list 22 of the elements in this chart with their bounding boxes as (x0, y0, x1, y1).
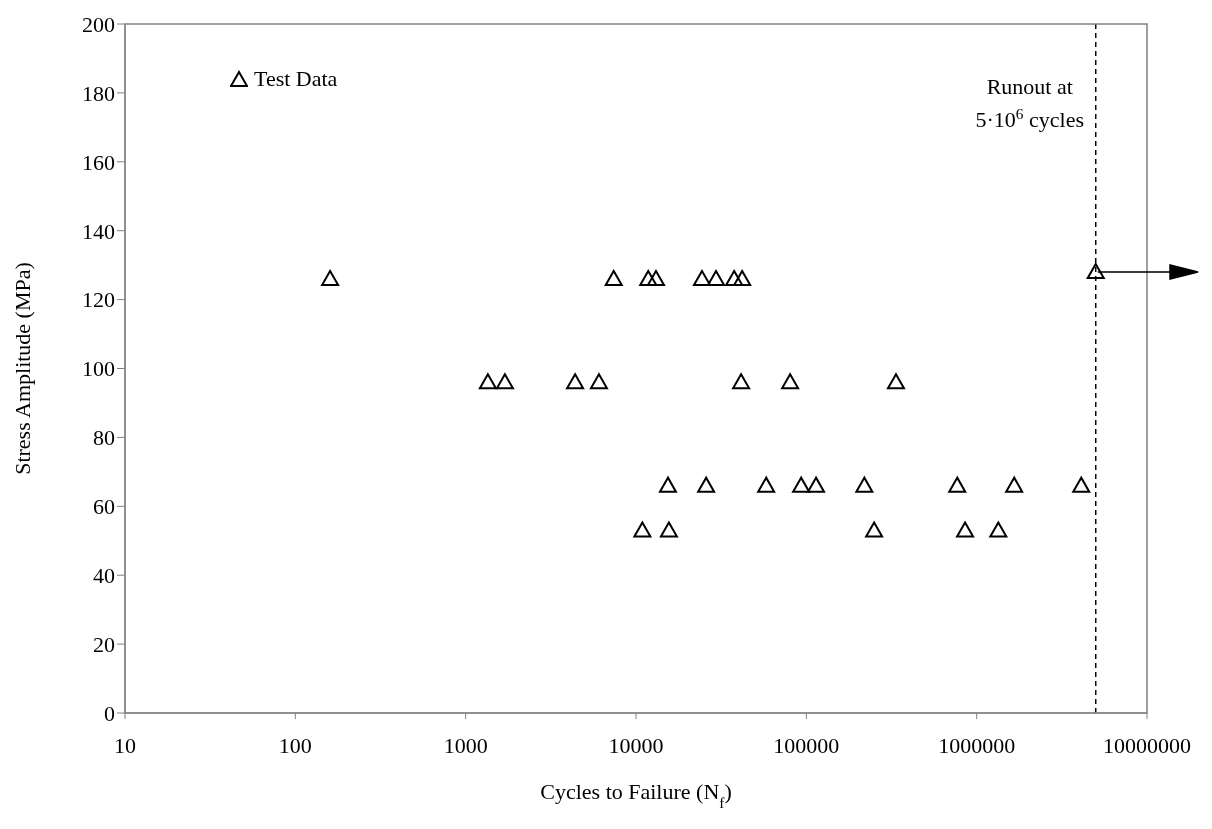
y-tick-label: 200 (82, 11, 115, 37)
x-tick-label: 1000 (443, 732, 488, 758)
x-tick-label: 100000 (773, 732, 840, 758)
y-tick-label: 180 (82, 80, 115, 106)
ref-line-label: Runout at 5·10$^{6}$ cycles (975, 74, 1084, 132)
x-tick-label: 10 (114, 732, 136, 758)
y-tick-label: 0 (104, 700, 115, 726)
x-tick-label: 10000 (608, 732, 664, 758)
y-tick-label: 40 (93, 563, 115, 589)
x-tick-label: 100 (278, 732, 312, 758)
y-axis-title: Stress Amplitude (MPa) (10, 262, 35, 475)
y-tick-label: 140 (82, 218, 115, 244)
y-tick-label: 100 (82, 356, 115, 382)
x-tick-label: 1000000 (938, 732, 1016, 758)
x-axis-title: Cycles to Failure (N$_{f}$) (540, 779, 732, 811)
y-tick-label: 80 (93, 425, 115, 451)
legend-label: Test Data (254, 66, 338, 92)
y-tick-label: 60 (93, 494, 115, 520)
x-tick-label: 10000000 (1103, 732, 1191, 758)
y-tick-label: 20 (93, 631, 115, 657)
y-tick-label: 160 (82, 149, 115, 175)
y-tick-label: 120 (82, 287, 115, 313)
